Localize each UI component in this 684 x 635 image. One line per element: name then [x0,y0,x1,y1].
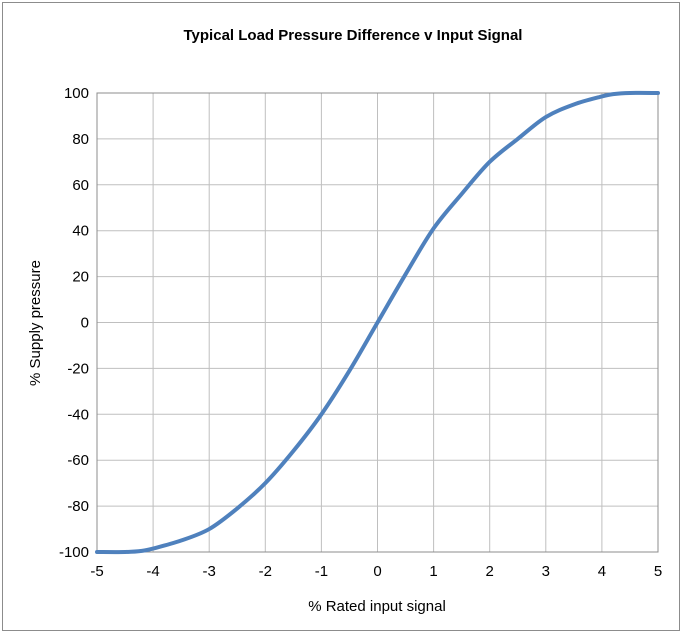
x-tick-label: -2 [259,563,272,580]
chart-gridlines [96,92,659,553]
y-tick-label: 60 [72,177,89,194]
x-tick-label: -3 [203,563,216,580]
y-tick-label: -20 [67,360,89,377]
y-tick-label: 80 [72,131,89,148]
x-tick-label: -1 [315,563,328,580]
y-tick-label: -40 [67,406,89,423]
y-tick-label: -60 [67,452,89,469]
x-tick-label: 1 [429,563,437,580]
x-tick-label: 2 [486,563,494,580]
x-tick-label: 3 [542,563,550,580]
chart-title: Typical Load Pressure Difference v Input… [184,27,523,44]
x-tick-label: 4 [598,563,606,580]
y-tick-label: 0 [81,315,89,332]
y-axis-tick-labels: -100 -80 -60 -40 -20 0 20 40 60 80 100 [59,85,89,561]
y-tick-label: 40 [72,223,89,240]
series-layer [95,90,660,555]
x-tick-label: -4 [146,563,159,580]
x-axis-tick-labels: -5 -4 -3 -2 -1 0 1 2 3 4 5 [90,563,662,580]
y-tick-label: -100 [59,544,89,561]
y-tick-label: 20 [72,269,89,286]
y-axis-title: % Supply pressure [27,260,44,386]
x-tick-label: 0 [373,563,381,580]
x-tick-label: 5 [654,563,662,580]
x-axis-title: % Rated input signal [308,598,446,615]
series-line [95,90,660,555]
y-tick-label: -80 [67,498,89,515]
plot-area-border [96,92,659,553]
y-tick-label: 100 [64,85,89,102]
x-tick-label: -5 [90,563,103,580]
